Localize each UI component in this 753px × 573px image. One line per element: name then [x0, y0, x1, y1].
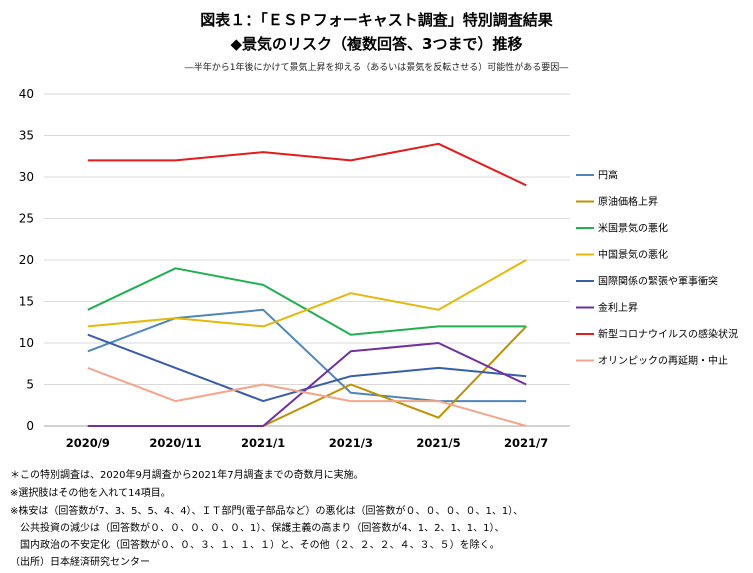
x-tick-label: 2021/7	[504, 436, 548, 450]
series-line	[87, 142, 527, 187]
chart-subtitle: ◆景気のリスク（複数回答、3つまで）推移	[230, 35, 523, 53]
chart-title: 図表１：「ＥＳＰフォーキャスト調査」特別調査結果	[200, 11, 553, 29]
legend-label: 国際関係の緊張や軍事衝突	[598, 275, 718, 288]
x-tick-label: 2020/9	[66, 436, 110, 450]
legend-label: 米国景気の悪化	[598, 222, 668, 235]
y-tick-label: 35	[19, 129, 34, 143]
source-note: （出所）日本経済研究センター	[10, 557, 150, 568]
x-tick-label: 2021/3	[329, 436, 373, 450]
y-tick-label: 10	[19, 336, 34, 350]
chart-caption: ―半年から1年後にかけて景気上昇を抑える（あるいは景気を反転させる）可能性がある…	[184, 63, 569, 73]
series-lines	[87, 142, 527, 427]
legend-label: 金利上昇	[598, 301, 638, 314]
gridlines	[44, 93, 570, 427]
y-tick-label: 0	[26, 419, 34, 433]
footnote-4: 公共投資の減少は（回答数が０、０、０、０、０、1）、保護主義の高まり（回答数が4…	[10, 523, 505, 534]
legend-label: 新型コロナウイルスの感染状況	[598, 328, 738, 341]
y-tick-label: 40	[19, 87, 34, 101]
series-line	[87, 325, 527, 427]
legend: 円高原油価格上昇米国景気の悪化中国景気の悪化国際関係の緊張や軍事衝突金利上昇新型…	[576, 169, 738, 367]
y-tick-label: 30	[19, 170, 34, 184]
series-line	[87, 333, 527, 403]
line-chart: 0 5 10 15 20 25 30 35 40 2020/9 2020/11 2021/1 2021…	[19, 87, 738, 450]
legend-label: 中国景気の悪化	[598, 248, 668, 261]
footnote-2: ※選択肢はその他を入れて14項目。	[10, 488, 171, 499]
x-tick-label: 2021/1	[241, 436, 285, 450]
x-tick-label: 2020/11	[149, 436, 201, 450]
footnote-3: ※株安は（回答数が7、3、5、5、4、4）、ＩＴ部門(電子部品など）の悪化は（回…	[10, 506, 524, 517]
footnote-1: ＊この特別調査は、2020年9月調査から2021年7月調査までの奇数月に実施。	[10, 470, 364, 481]
y-tick-label: 25	[19, 212, 34, 226]
series-line	[87, 259, 527, 328]
y-tick-labels: 0 5 10 15 20 25 30 35 40	[19, 87, 34, 433]
legend-label: オリンピックの再延期・中止	[598, 354, 728, 367]
legend-label: 原油価格上昇	[598, 195, 658, 208]
legend-label: 円高	[598, 169, 618, 182]
y-tick-label: 15	[19, 295, 34, 309]
series-line	[87, 342, 527, 427]
y-tick-label: 5	[26, 378, 34, 392]
x-tick-label: 2021/5	[416, 436, 460, 450]
footnote-5: 国内政治の不安定化（回答数が０、０、３、１、１、１）と、その他（２、２、２、４、…	[10, 540, 500, 551]
x-tick-labels: 2020/9 2020/11 2021/1 2021/3 2021/5 2021/7	[66, 436, 549, 450]
y-tick-label: 20	[19, 253, 34, 267]
series-line	[87, 366, 527, 427]
